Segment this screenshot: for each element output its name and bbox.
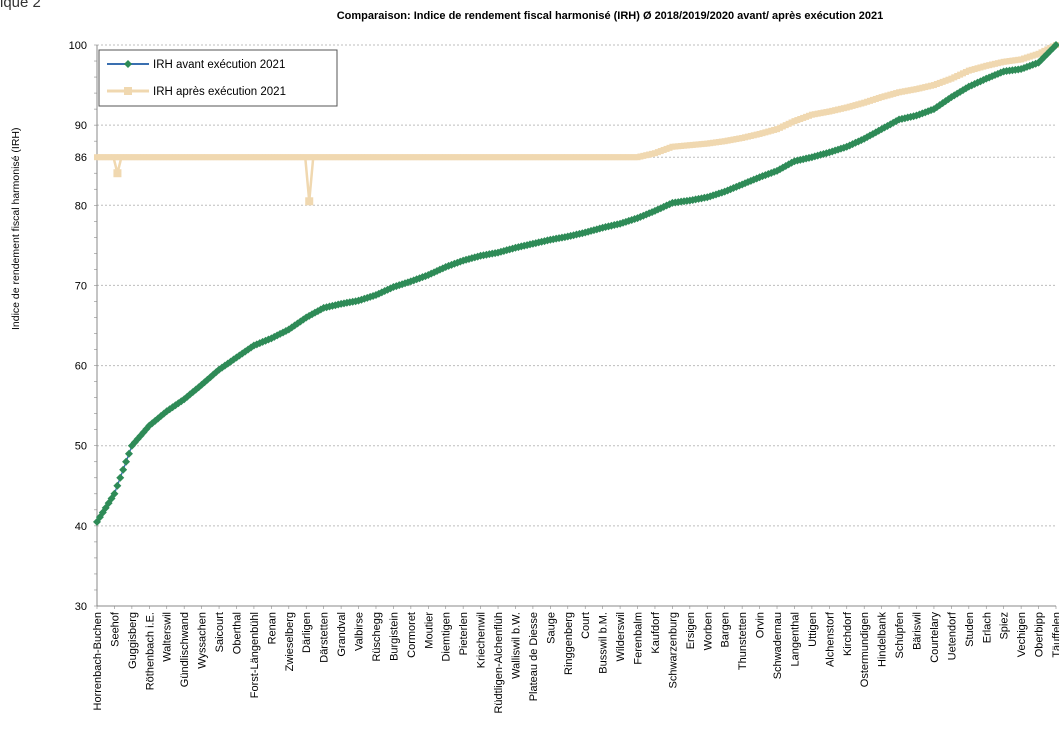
series-apres-dip-marker — [305, 197, 314, 206]
y-tick-label: 90 — [75, 120, 87, 132]
axes — [94, 44, 1057, 609]
x-category-label: Erlach — [981, 612, 993, 643]
series-apres-dip — [303, 157, 315, 202]
x-category-label: Täuffelen — [1051, 612, 1059, 658]
x-category-label: Kirchdorf — [842, 611, 854, 656]
x-category-label: Thunstetten — [737, 612, 749, 670]
x-category-label: Rüschegg — [371, 612, 383, 662]
x-category-label: Orvin — [755, 612, 767, 638]
series-avant-marker — [124, 449, 133, 458]
series-avant-marker — [113, 481, 122, 490]
x-category-label: Kaufdorf — [650, 611, 662, 654]
x-category-label: Diemtigen — [441, 612, 453, 662]
series-avant-marker — [116, 473, 125, 482]
x-category-label: Schwadernau — [772, 612, 784, 679]
x-category-label: Schwarzenburg — [667, 612, 679, 688]
x-category-label: Uttigen — [807, 612, 819, 647]
y-tick-label: 60 — [75, 361, 87, 373]
legend-avant-label: IRH avant exécution 2021 — [153, 59, 285, 71]
x-category-label: Court — [580, 612, 592, 639]
chart-title: Comparaison: Indice de rendement fiscal … — [336, 10, 884, 22]
y-tick-label: 100 — [69, 40, 87, 52]
y-tick-label: 80 — [75, 200, 87, 212]
x-category-label: Walterswil — [162, 612, 174, 662]
x-category-label: Oberthal — [231, 612, 243, 654]
legend-avant-marker — [124, 60, 132, 68]
series-avant-marker — [110, 489, 119, 498]
x-category-label: Guggisberg — [127, 612, 139, 669]
x-category-label: Gündlischwand — [179, 612, 191, 687]
x-category-label: Ringgenberg — [563, 612, 575, 675]
y-tick-label: 30 — [75, 601, 87, 613]
x-category-label: Ostermundigen — [859, 612, 871, 687]
series-apres-dip-marker — [113, 169, 122, 178]
x-category-label: Forst-Längenbühl — [249, 612, 261, 698]
x-category-label: Grandval — [336, 612, 348, 657]
x-category-label: Spiez — [999, 612, 1011, 640]
y-tick-labels: 30 40 50 60 70 80 86 90 100 — [69, 40, 87, 613]
x-category-label: Saicourt — [214, 612, 226, 652]
x-category-label: Röthenbach i.E. — [144, 612, 156, 690]
x-category-label: Uetendorf — [946, 611, 958, 660]
x-category-label: Hindelbank — [877, 612, 889, 668]
x-category-labels: Horrenbach-Buchen Seehof Guggisberg Röthenb… — [92, 611, 1059, 713]
x-category-label: Valbirse — [354, 612, 366, 651]
x-category-label: Burgistein — [388, 612, 400, 661]
x-category-label: Plateau de Diesse — [528, 612, 540, 701]
x-category-label: Oberbipp — [1034, 612, 1046, 657]
x-category-label: Wilderswil — [615, 612, 627, 662]
x-category-label: Studen — [964, 612, 976, 647]
x-category-label: Langenthal — [789, 612, 801, 666]
x-category-label: Alchenstorf — [824, 611, 836, 667]
legend-apres-marker — [124, 87, 132, 95]
x-category-label: Horrenbach-Buchen — [92, 612, 104, 710]
x-category-label: Ersigen — [685, 612, 697, 649]
x-category-label: Rüdtligen-Alchenflüh — [493, 612, 505, 714]
figure-label: ique 2 — [0, 0, 41, 11]
x-category-label: Courtelary — [929, 612, 941, 663]
legend: IRH avant exécution 2021 IRH après exécut… — [98, 49, 338, 107]
x-category-label: Sauge — [545, 612, 557, 644]
x-category-label: Pieterlen — [458, 612, 470, 655]
x-category-label: Bargen — [720, 612, 732, 647]
legend-apres-label: IRH après exécution 2021 — [153, 86, 286, 98]
x-category-label: Walliswil b.W. — [510, 612, 522, 679]
series-layer — [93, 41, 1059, 526]
y-tick-label: 70 — [75, 280, 87, 292]
series-avant-marker — [1052, 41, 1059, 49]
x-category-label: Busswil b.M. — [598, 612, 610, 674]
x-category-label: Cormoret — [406, 612, 418, 658]
x-category-label: Bäriswil — [912, 612, 924, 650]
x-category-label: Wyssachen — [197, 612, 209, 669]
x-category-label: Renan — [266, 612, 278, 644]
x-category-label: Seehof — [109, 611, 121, 647]
x-category-label: Zwieselberg — [284, 612, 296, 671]
legend-box — [98, 49, 338, 107]
x-category-label: Moutier — [423, 612, 435, 649]
x-category-label: Därstetten — [319, 612, 331, 663]
series-avant-marker — [119, 465, 128, 474]
y-tick-label: 50 — [75, 441, 87, 453]
x-category-label: Vechigen — [1016, 612, 1028, 657]
y-tick-label: 86 — [75, 152, 87, 164]
x-category-label: Ferenbalm — [633, 612, 645, 665]
series-avant-marker — [122, 457, 131, 466]
x-category-label: Schüpfen — [894, 612, 906, 658]
x-category-label: Därligen — [301, 612, 313, 653]
x-category-label: Worben — [702, 612, 714, 650]
x-category-label: Kriechenwil — [476, 612, 488, 668]
y-tick-label: 40 — [75, 521, 87, 533]
